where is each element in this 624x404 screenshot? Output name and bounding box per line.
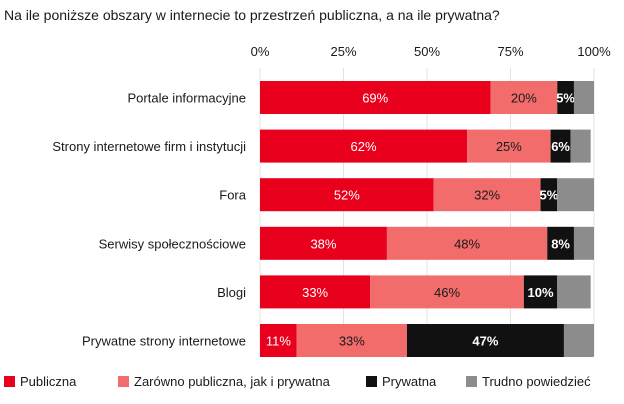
bar-segment xyxy=(433,178,541,212)
data-label: 62% xyxy=(351,139,377,154)
legend-swatch xyxy=(4,376,15,387)
bar-segment xyxy=(467,129,551,163)
data-label: 33% xyxy=(302,285,328,300)
x-tick-label: 50% xyxy=(414,44,440,59)
bar-segment xyxy=(406,324,564,357)
category-label: Strony internetowe firm i instytucji xyxy=(52,139,246,154)
x-tick-label: 25% xyxy=(330,44,356,59)
x-tick-label: 100% xyxy=(577,44,611,59)
data-label: 5% xyxy=(556,91,575,106)
data-label: 11% xyxy=(266,334,291,349)
bar-segment xyxy=(570,129,591,163)
data-label: 48% xyxy=(454,236,480,251)
data-label: 47% xyxy=(472,334,498,349)
bar-segment xyxy=(557,178,594,212)
category-label: Prywatne strony internetowe xyxy=(82,334,246,349)
legend: Publiczna Zarówno publiczna, jak i prywat… xyxy=(4,374,591,389)
legend-label: Publiczna xyxy=(20,374,77,389)
category-label: Portale informacyjne xyxy=(128,91,247,106)
bar-segment xyxy=(490,81,558,114)
bar-segment xyxy=(296,324,407,357)
data-label: 33% xyxy=(339,334,365,349)
bar-segment xyxy=(547,226,574,260)
data-label: 5% xyxy=(540,188,559,203)
data-label: 20% xyxy=(511,91,537,106)
data-label: 8% xyxy=(551,236,570,251)
bar-segment xyxy=(550,129,571,163)
legend-item: Trudno powiedzieć xyxy=(466,374,591,389)
bars: 69% 20% 5% 62% 25% 6% 52% 32% 5% 38% 48% 8% 33% 46% 10… xyxy=(260,81,594,357)
bar-segment xyxy=(386,226,548,260)
data-label: 38% xyxy=(310,236,336,251)
bar-segment xyxy=(557,81,574,114)
category-labels: Portale informacyjne Strony internetowe f… xyxy=(52,91,246,349)
data-label: 46% xyxy=(434,285,460,300)
data-label: 32% xyxy=(474,188,500,203)
data-label: 6% xyxy=(551,139,570,154)
bar-segment xyxy=(260,178,434,212)
category-label: Serwisy społecznościowe xyxy=(99,236,246,251)
bar-segment xyxy=(540,178,558,212)
legend-swatch xyxy=(466,376,477,387)
data-label: 69% xyxy=(362,91,388,106)
bar-segment xyxy=(557,275,591,309)
x-tick-label: 0% xyxy=(251,44,270,59)
legend-label: Prywatna xyxy=(382,374,437,389)
bar-segment xyxy=(260,81,491,114)
legend-item: Prywatna xyxy=(366,374,437,389)
bar-segment xyxy=(523,275,558,309)
legend-item: Publiczna xyxy=(4,374,77,389)
bar-segment xyxy=(260,129,468,163)
data-label: 10% xyxy=(528,285,554,300)
data-label: 52% xyxy=(334,188,360,203)
x-tick-label: 75% xyxy=(497,44,523,59)
category-label: Fora xyxy=(219,188,247,203)
bar-segment xyxy=(260,226,387,260)
x-axis-ticks: 0% 25% 50% 75% 100% xyxy=(251,44,611,59)
legend-item: Zarówno publiczna, jak i prywatna xyxy=(118,374,331,389)
bar-segment xyxy=(573,81,594,114)
legend-swatch xyxy=(118,376,129,387)
bar-segment xyxy=(260,275,371,309)
data-label: 25% xyxy=(496,139,522,154)
legend-swatch xyxy=(366,376,377,387)
bar-segment xyxy=(260,324,297,357)
bar-segment xyxy=(573,226,594,260)
legend-label: Trudno powiedzieć xyxy=(482,374,591,389)
chart-title: Na ile poniższe obszary w internecie to … xyxy=(4,7,500,23)
bar-segment xyxy=(563,324,594,357)
category-label: Blogi xyxy=(217,285,246,300)
bar-segment xyxy=(370,275,524,309)
legend-label: Zarówno publiczna, jak i prywatna xyxy=(134,374,331,389)
